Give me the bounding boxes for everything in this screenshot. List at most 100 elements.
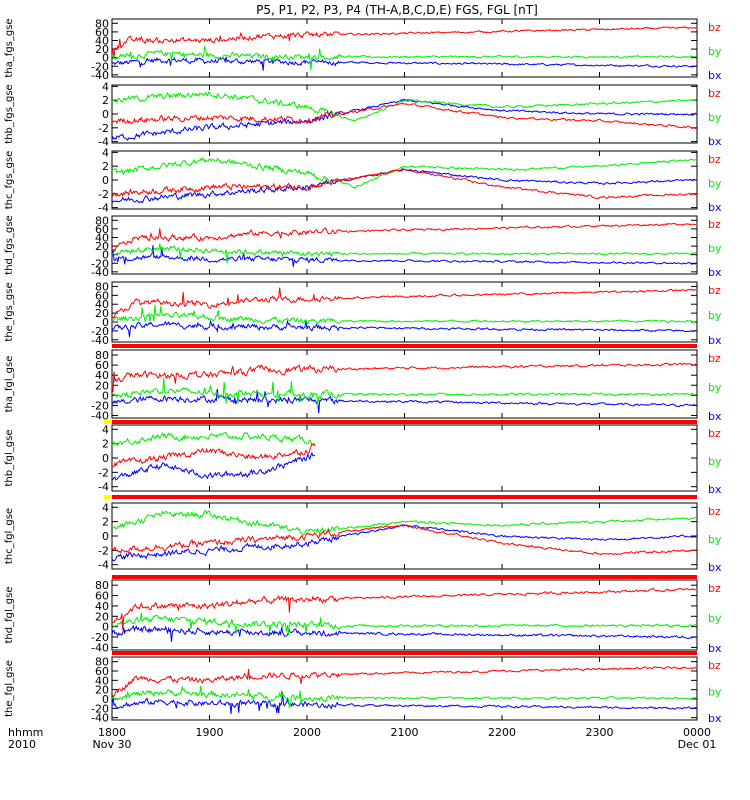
x-tick-label: 0000 — [683, 726, 711, 739]
series-bx — [111, 56, 697, 71]
legend-bx: bx — [708, 69, 722, 82]
y-axis-label: thd_fgs_gse — [4, 215, 15, 274]
y-tick-label: -2 — [98, 466, 109, 479]
y-axis-label: tha_fgl_gse — [4, 356, 15, 413]
y-tick-label: -40 — [91, 712, 109, 725]
series-bz — [111, 222, 697, 253]
legend-by: by — [708, 381, 722, 394]
legend-bx: bx — [708, 135, 722, 148]
series-bz — [111, 666, 697, 698]
y-tick-label: 80 — [95, 214, 109, 227]
panel-frame — [111, 502, 698, 570]
y-tick-label: 0 — [102, 52, 109, 65]
legend-bx: bx — [708, 201, 722, 214]
y-tick-label: 0 — [102, 621, 109, 634]
series-bx — [111, 98, 697, 141]
legend-by: by — [708, 533, 722, 546]
legend-by: by — [708, 111, 722, 124]
y-tick-label: 2 — [102, 516, 109, 529]
status-bar — [112, 575, 697, 579]
y-tick-label: 80 — [95, 579, 109, 592]
y-tick-label: 0 — [102, 174, 109, 187]
series-bx — [111, 692, 697, 714]
y-tick-label: 60 — [95, 289, 109, 302]
panel-frame — [111, 215, 698, 275]
legend-bx: bx — [708, 483, 722, 496]
y-tick-label: -40 — [91, 266, 109, 279]
y-tick-label: 4 — [102, 80, 109, 93]
y-tick-label: -20 — [91, 325, 109, 338]
x-axis-row2-label: 2010 — [8, 738, 36, 751]
legend-bz: bz — [708, 659, 721, 672]
figure-title: P5, P1, P2, P3, P4 (TH-A,B,C,D,E) FGS, F… — [256, 3, 538, 17]
y-tick-label: 80 — [95, 349, 109, 362]
y-tick-label: 2 — [102, 160, 109, 173]
y-axis-label: thd_fgl_gse — [4, 587, 15, 644]
y-tick-label: 60 — [95, 359, 109, 372]
legend-bx: bx — [708, 410, 722, 423]
y-tick-label: 40 — [95, 231, 109, 244]
legend-bz: bz — [708, 218, 721, 231]
y-tick-label: 0 — [102, 316, 109, 329]
series-bz — [111, 588, 697, 630]
legend-bx: bx — [708, 334, 722, 347]
y-tick-label: 20 — [95, 43, 109, 56]
status-bar — [112, 651, 697, 655]
legend-by: by — [708, 612, 722, 625]
y-axis-label: the_fgl_gse — [4, 660, 15, 717]
panel-frame — [111, 656, 698, 721]
y-tick-label: 80 — [95, 17, 109, 30]
y-tick-label: 80 — [95, 280, 109, 293]
legend-bz: bz — [708, 427, 721, 440]
x-tick-sublabel: Nov 30 — [93, 738, 132, 751]
y-tick-label: 40 — [95, 298, 109, 311]
legend-by: by — [708, 45, 722, 58]
x-tick-label: 2300 — [586, 726, 614, 739]
x-tick-label: 2000 — [293, 726, 321, 739]
series-bx — [111, 388, 697, 414]
series-bx — [111, 319, 697, 338]
series-bz — [111, 26, 697, 58]
y-tick-label: -40 — [91, 641, 109, 654]
panel-thc_fgl_gse: 4 20-2 -4 thc_fgl_gse bz by bx — [4, 501, 722, 574]
y-tick-label: 40 — [95, 369, 109, 382]
y-tick-label: -4 — [98, 202, 109, 215]
y-tick-label: -20 — [91, 257, 109, 270]
series-by — [111, 509, 697, 537]
legend-bz: bz — [708, 87, 721, 100]
y-tick-label: 0 — [102, 108, 109, 121]
y-tick-label: -40 — [91, 69, 109, 82]
legend-bz: bz — [708, 21, 721, 34]
y-tick-label: -2 — [98, 544, 109, 557]
y-tick-label: 0 — [102, 249, 109, 262]
legend-bz: bz — [708, 505, 721, 518]
y-axis-label: thc_fgs_gse — [4, 151, 15, 210]
legend-bz: bz — [708, 582, 721, 595]
panel-frame — [111, 349, 698, 419]
y-tick-label: 60 — [95, 665, 109, 678]
y-tick-label: -4 — [98, 559, 109, 572]
status-bar — [112, 420, 697, 424]
y-tick-label: 20 — [95, 307, 109, 320]
y-tick-label: -4 — [98, 136, 109, 149]
series-by — [111, 156, 697, 189]
y-tick-label: 20 — [95, 379, 109, 392]
legend-by: by — [708, 242, 722, 255]
y-tick-label: 40 — [95, 34, 109, 47]
y-tick-label: 2 — [102, 94, 109, 107]
status-flag — [104, 420, 112, 424]
y-tick-label: 80 — [95, 656, 109, 669]
y-tick-label: -2 — [98, 122, 109, 135]
series-by — [111, 243, 696, 264]
status-bar — [112, 495, 697, 499]
y-tick-label: -40 — [91, 334, 109, 347]
y-axis-label: tha_fgs_gse — [4, 18, 15, 77]
y-tick-label: 60 — [95, 26, 109, 39]
y-axis-label: thb_fgs_gse — [4, 84, 15, 143]
legend-by: by — [708, 309, 722, 322]
